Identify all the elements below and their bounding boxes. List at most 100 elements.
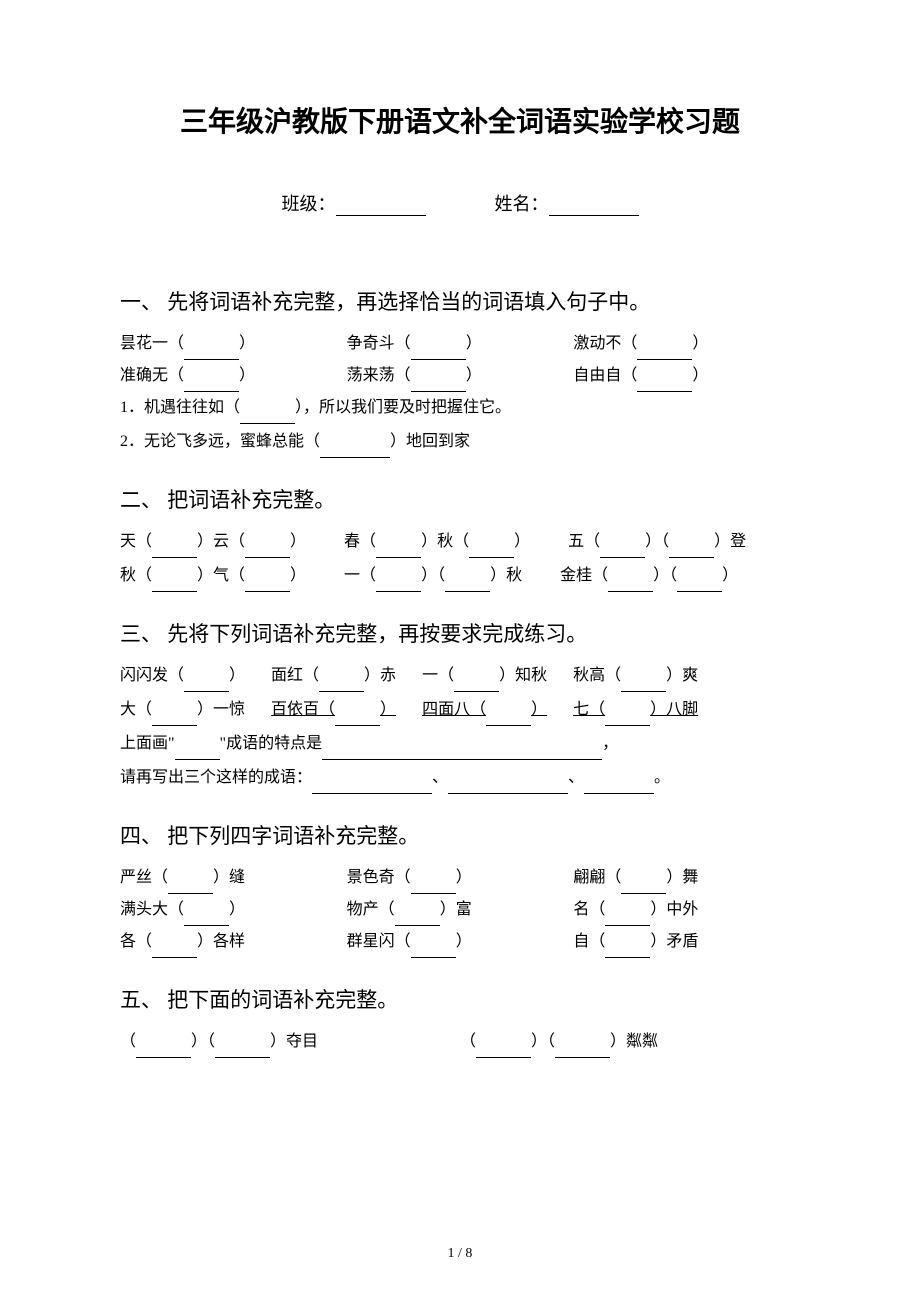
- text: ）: [229, 667, 245, 684]
- text: 五（: [568, 533, 600, 550]
- blank: [411, 344, 466, 360]
- blank: [411, 376, 466, 392]
- blank: [411, 878, 456, 894]
- blank: [637, 344, 692, 360]
- text: ）秋（: [421, 533, 469, 550]
- text: ）: [514, 533, 530, 550]
- s1-line1: 1．机遇往往如（ ），所以我们要及时把握住它。: [120, 392, 800, 424]
- blank: [584, 778, 654, 794]
- blank: [469, 542, 514, 558]
- text: 景色奇（: [347, 869, 411, 886]
- document-title: 三年级沪教版下册语文补全词语实验学校习题: [120, 100, 800, 140]
- blank: [152, 542, 197, 558]
- name-blank: [549, 198, 639, 216]
- blank: [245, 542, 290, 558]
- blank: [608, 576, 653, 592]
- text: ）缝: [213, 869, 245, 886]
- text: ）八脚: [650, 701, 698, 718]
- blank: [600, 542, 645, 558]
- text: 春（: [344, 533, 376, 550]
- blank: [240, 408, 295, 424]
- text: 一（: [344, 567, 376, 584]
- s4-row3: 各（）各样 群星闪（） 自（）矛盾: [120, 926, 800, 958]
- blank: [320, 442, 390, 458]
- text: ）爽: [666, 667, 698, 684]
- blank: [445, 576, 490, 592]
- blank: [152, 576, 197, 592]
- text: 金桂（: [560, 567, 608, 584]
- blank: [605, 942, 650, 958]
- text: ），所以我们要及时把握住它。: [295, 399, 511, 416]
- text: 面红（: [271, 667, 319, 684]
- text: 翩翩（: [573, 869, 621, 886]
- text: 自（: [573, 933, 605, 950]
- text: 群星闪（: [347, 933, 411, 950]
- class-label: 班级：: [282, 194, 336, 214]
- blank: [637, 376, 692, 392]
- text: 满头大（: [120, 901, 184, 918]
- text: ，: [602, 735, 618, 752]
- close: ）: [692, 367, 708, 384]
- blank: [669, 542, 714, 558]
- close: ）: [466, 367, 482, 384]
- name-label: 姓名：: [495, 194, 549, 214]
- text: ）: [290, 567, 306, 584]
- text: 秋高（: [573, 667, 621, 684]
- text: ）（: [531, 1033, 555, 1050]
- text: ）一惊: [197, 701, 245, 718]
- blank: [476, 1042, 531, 1058]
- text: ）各样: [197, 933, 245, 950]
- text: 百依百（: [271, 701, 335, 718]
- text: ）（: [653, 567, 677, 584]
- blank: [152, 942, 197, 958]
- text: ）舞: [666, 869, 698, 886]
- class-blank: [336, 198, 426, 216]
- s1-row1: 昙花一（） 争奇斗（） 激动不（）: [120, 328, 800, 360]
- text: ）云（: [197, 533, 245, 550]
- s1-r2-i1: 准确无（: [120, 367, 184, 384]
- text: ）知秋: [499, 667, 547, 684]
- text: 物产（: [347, 901, 395, 918]
- blank: [168, 878, 213, 894]
- text: ）（: [645, 533, 669, 550]
- text: 1．机遇往往如（: [120, 399, 240, 416]
- text: ）: [380, 701, 396, 718]
- text: ）富: [440, 901, 472, 918]
- text: 。: [654, 769, 670, 786]
- blank: [312, 778, 432, 794]
- text: ）（: [421, 567, 445, 584]
- section-5-heading: 五、 把下面的词语补充完整。: [120, 984, 800, 1014]
- text: 上面画": [120, 735, 175, 752]
- text: ）: [722, 567, 738, 584]
- text: （: [120, 1033, 136, 1050]
- text: 大（: [120, 701, 152, 718]
- blank: [448, 778, 568, 794]
- section-3-heading: 三、 先将下列词语补充完整，再按要求完成练习。: [120, 618, 800, 648]
- blank: [184, 344, 239, 360]
- s3-q1: 上面画" "成语的特点是 ，: [120, 728, 800, 760]
- section-2-heading: 二、 把词语补充完整。: [120, 484, 800, 514]
- text: ）中外: [650, 901, 698, 918]
- text: "成语的特点是: [220, 735, 323, 752]
- close: ）: [239, 335, 255, 352]
- text: 天（: [120, 533, 152, 550]
- blank: [395, 910, 440, 926]
- blank: [376, 576, 421, 592]
- blank: [376, 542, 421, 558]
- s3-q2: 请再写出三个这样的成语：、、。: [120, 762, 800, 794]
- section-4-heading: 四、 把下列四字词语补充完整。: [120, 820, 800, 850]
- s1-line2: 2．无论飞多远，蜜蜂总能（）地回到家: [120, 426, 800, 458]
- text: 、: [568, 769, 584, 786]
- text: 2．无论飞多远，蜜蜂总能（: [120, 433, 320, 450]
- blank: [621, 676, 666, 692]
- blank: [184, 676, 229, 692]
- text: 请再写出三个这样的成语：: [120, 769, 312, 786]
- blank: [184, 910, 229, 926]
- text: ）矛盾: [650, 933, 698, 950]
- text: ）（: [191, 1033, 215, 1050]
- s4-row1: 严丝（）缝 景色奇（） 翩翩（）舞: [120, 862, 800, 894]
- s3-row2: 大（）一惊 百依百（） 四面八（） 七（）八脚: [120, 694, 800, 726]
- s1-r1-i3: 激动不（: [573, 335, 637, 352]
- text: ）: [229, 901, 245, 918]
- info-line: 班级： 姓名：: [120, 190, 800, 216]
